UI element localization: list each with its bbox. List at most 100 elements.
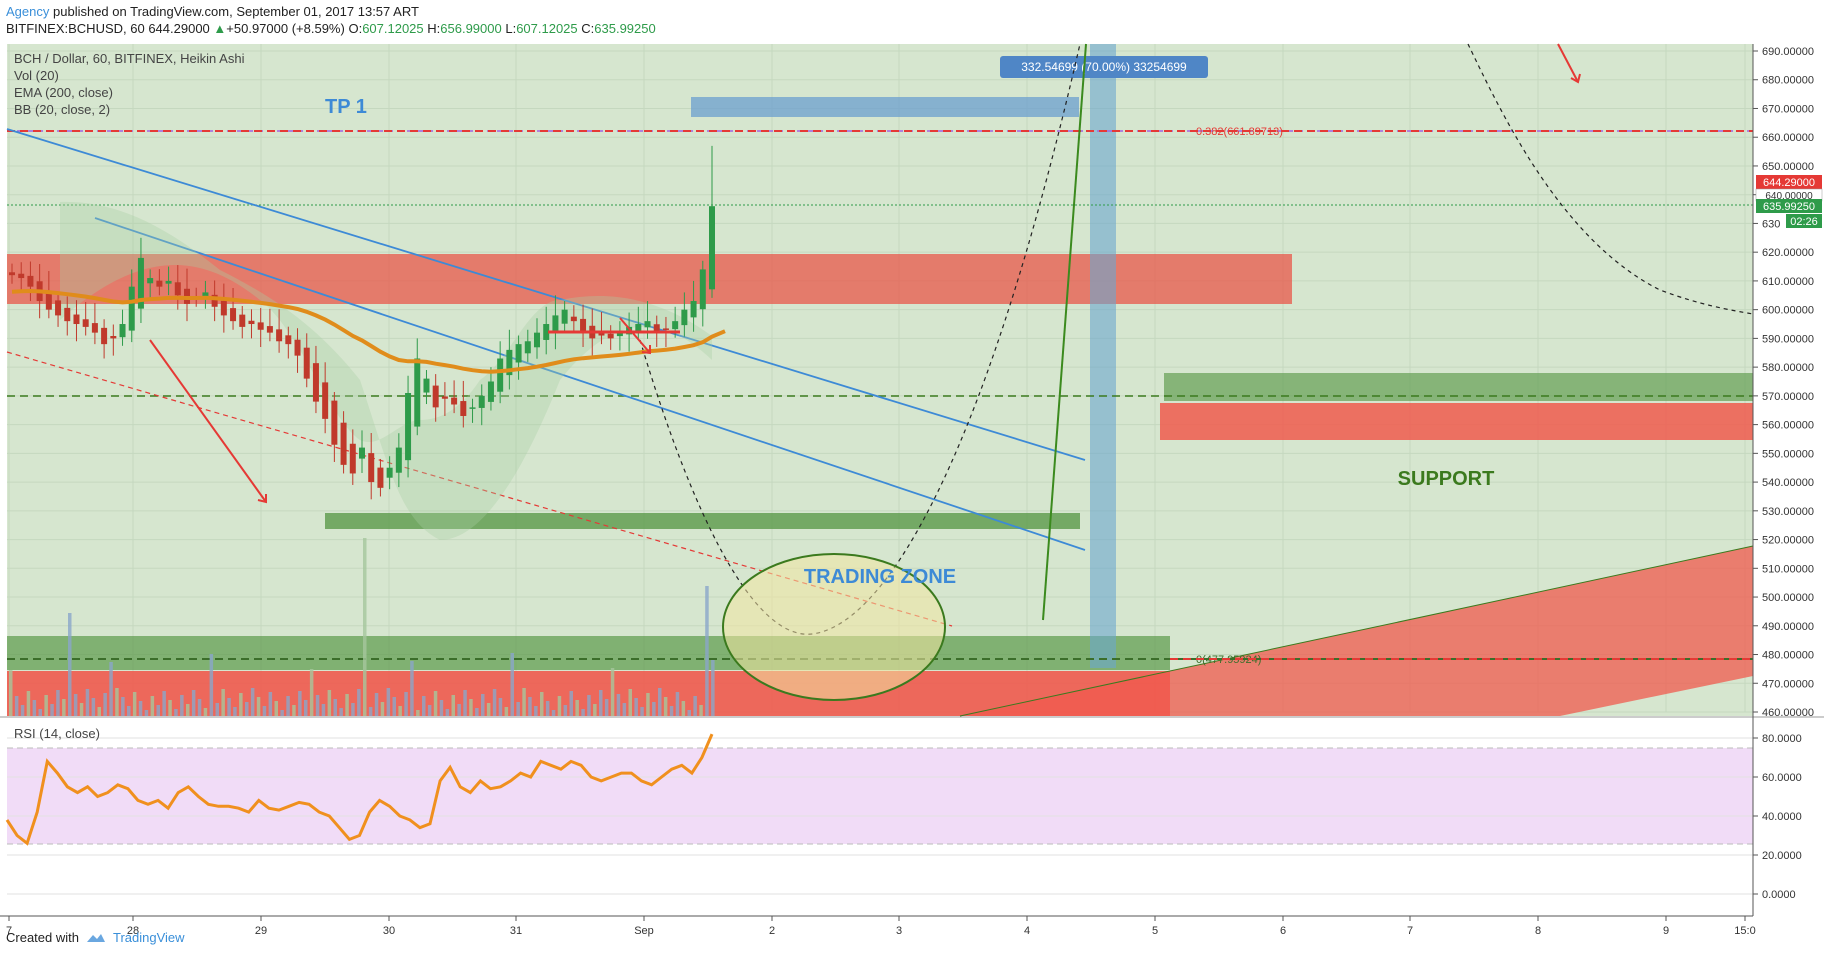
measure-bar[interactable]: [1090, 44, 1116, 668]
volume-bar: [245, 702, 249, 716]
volume-bar: [115, 688, 119, 716]
time-tick-label: 15:0: [1734, 925, 1755, 937]
candle-down: [211, 294, 218, 307]
candle-down: [340, 422, 347, 465]
blue-trendline-upper[interactable]: [6, 128, 1086, 461]
candle-up: [487, 381, 494, 402]
volume-bar: [250, 688, 255, 716]
volume-bar: [309, 669, 314, 716]
time-tick-label: 6: [1280, 925, 1286, 937]
volume-bar: [604, 699, 609, 716]
volume-bar: [640, 707, 644, 716]
volume-bar: [492, 689, 497, 716]
candle-down: [432, 385, 439, 408]
legend-series[interactable]: BCH / Dollar, 60, BITFINEX, Heikin Ashi: [14, 51, 245, 66]
red-arrow-1[interactable]: [149, 339, 267, 504]
volume-bar: [457, 704, 461, 716]
red-arrow-3[interactable]: [1557, 43, 1581, 84]
tp1-blue-box[interactable]: [691, 97, 1079, 117]
volume-bar: [180, 695, 184, 716]
price-tick-label: 490.00000: [1762, 621, 1814, 633]
created-with-text: Created with: [6, 930, 79, 945]
time-tick-label: 4: [1024, 925, 1030, 937]
rsi-legend[interactable]: RSI (14, close): [14, 726, 100, 741]
candle-down: [27, 275, 34, 287]
volume-bar: [215, 703, 219, 716]
green-support-strip[interactable]: [325, 513, 1080, 529]
volume-bar: [516, 702, 520, 716]
time-tick-label: Sep: [634, 925, 654, 937]
volume-bar: [658, 688, 662, 716]
candle-up: [524, 341, 531, 354]
time-tick-label: 30: [383, 925, 395, 937]
rsi-line: [5, 733, 714, 846]
price-tick-label: 630: [1762, 218, 1780, 230]
volume-bar: [62, 699, 66, 716]
price-tick-label: 510.00000: [1762, 563, 1814, 575]
volume-bar: [26, 691, 31, 716]
price-tick-label: 690.00000: [1762, 46, 1814, 58]
green-zone-right[interactable]: [1164, 373, 1753, 401]
trading-zone-ellipse[interactable]: [722, 553, 946, 701]
countdown-tag-bg: [1786, 214, 1822, 228]
volume-bar: [274, 701, 278, 716]
volume-bar: [575, 700, 579, 716]
tag2-text: 640.00000: [1765, 191, 1813, 202]
volume-bar: [339, 708, 343, 716]
blue-trendline-lower[interactable]: [94, 217, 1086, 551]
volume-bar: [569, 691, 573, 716]
close-value: 635.99250: [594, 21, 656, 36]
channel-top-line: [959, 545, 1754, 717]
volume-bar: [132, 692, 137, 716]
bollinger-band-fill: [60, 201, 712, 540]
candle-down: [91, 323, 98, 333]
volume-bar: [50, 704, 54, 716]
tp1-label: TP 1: [325, 96, 367, 118]
volume-bar: [109, 662, 113, 716]
volume-bar: [699, 705, 703, 716]
volume-bar: [610, 668, 615, 716]
indicator-legend: BCH / Dollar, 60, BITFINEX, Heikin Ashi …: [14, 50, 244, 118]
volume-bar: [504, 707, 509, 716]
volume-bar: [510, 653, 514, 716]
resistance-red-zone-upper[interactable]: [7, 254, 1292, 304]
volume-bar: [121, 697, 125, 716]
volume-bar: [469, 699, 473, 716]
green-projection-line[interactable]: [1042, 43, 1087, 621]
volume-bar: [268, 692, 273, 716]
ema-200-line: [11, 288, 726, 374]
volume-bar: [439, 700, 444, 716]
price-tick-label: 550.00000: [1762, 448, 1814, 460]
red-zone-right[interactable]: [1160, 403, 1753, 440]
volume-bar: [669, 706, 674, 716]
price-tick-label: 620.00000: [1762, 247, 1814, 259]
legend-bb[interactable]: BB (20, close, 2): [14, 102, 111, 117]
candle-down: [239, 314, 246, 327]
volume-bar: [168, 700, 172, 716]
tradingview-link[interactable]: TradingView: [112, 930, 185, 945]
candle-down: [64, 307, 71, 322]
candle-down: [230, 308, 237, 322]
volume-bar: [203, 708, 208, 716]
red-arrow-2[interactable]: [619, 317, 651, 355]
author-link[interactable]: Agency: [6, 4, 50, 19]
volume-bar: [127, 706, 131, 716]
candle-down: [662, 328, 669, 330]
volume-bar: [587, 695, 591, 716]
volume-bar: [79, 703, 84, 716]
candle-down: [18, 273, 25, 279]
volume-bar: [156, 705, 160, 716]
volume-bar: [522, 688, 526, 716]
up-arrow-icon: ▲: [213, 21, 227, 36]
time-tick-label: 31: [510, 925, 522, 937]
legend-vol[interactable]: Vol (20): [14, 68, 59, 83]
candle-down: [607, 333, 614, 339]
legend-ema[interactable]: EMA (200, close): [14, 85, 113, 100]
close-label: C:: [581, 21, 595, 36]
candle-up: [128, 286, 135, 331]
volume-bar: [321, 704, 326, 716]
green-zone-bottom[interactable]: [7, 636, 1170, 670]
footer: Created with TradingView: [6, 930, 185, 945]
volume-bar: [280, 710, 284, 716]
